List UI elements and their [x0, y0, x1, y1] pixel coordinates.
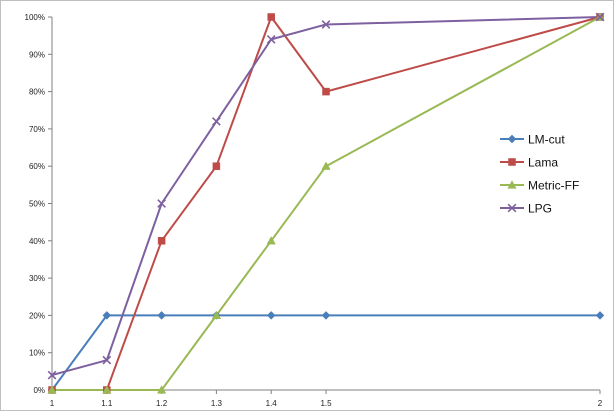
series-line-metric-ff — [52, 16, 601, 391]
legend-label: LPG — [528, 202, 552, 216]
data-point — [321, 20, 331, 29]
data-point — [266, 311, 276, 320]
y-tick-label: 50% — [29, 200, 45, 209]
legend-label: LM-cut — [528, 133, 565, 147]
series-lines — [51, 16, 601, 391]
data-point — [157, 311, 166, 320]
x-tick-label: 1.4 — [266, 399, 278, 408]
x-tick-label: 1.1 — [101, 399, 113, 408]
data-point — [47, 385, 57, 394]
legend-label: Lama — [528, 156, 558, 170]
x-tick-label: 1.3 — [211, 399, 223, 408]
y-tick-label: 30% — [29, 274, 45, 283]
y-tick-label: 70% — [29, 125, 45, 134]
data-point — [321, 311, 331, 320]
data-point — [156, 385, 167, 394]
data-point — [47, 370, 57, 380]
legend-marker — [507, 134, 517, 144]
y-tick-label: 80% — [29, 88, 45, 97]
legend-marker — [507, 180, 517, 189]
data-point — [266, 236, 276, 245]
y-tick-label: 100% — [25, 13, 45, 22]
legend-marker — [508, 158, 516, 166]
data-point — [157, 199, 166, 208]
data-point — [102, 311, 112, 320]
data-point — [595, 12, 605, 22]
y-tick-label: 0% — [33, 386, 45, 395]
x-tick-label: 1.2 — [156, 399, 168, 408]
legend-marker — [507, 203, 517, 213]
x-tick-label: 1 — [50, 399, 55, 408]
data-point — [595, 311, 605, 320]
series-line-lm-cut — [51, 314, 600, 391]
data-point — [212, 117, 221, 126]
x-tick-label: 2 — [598, 399, 603, 408]
series-line-lama — [52, 16, 601, 391]
legend: LM-cut Lama Metric-FF LPG — [500, 133, 579, 216]
data-point — [321, 161, 331, 170]
data-point — [102, 385, 112, 394]
data-point — [211, 310, 222, 320]
legend-label: Metric-FF — [528, 179, 579, 193]
data-point — [267, 13, 275, 21]
data-point — [157, 237, 166, 245]
series-markers — [47, 12, 605, 395]
y-tick-label: 90% — [29, 50, 45, 59]
y-tick-label: 20% — [29, 311, 45, 320]
series-line-lpg — [51, 16, 601, 377]
data-point — [322, 87, 330, 96]
data-point — [212, 162, 221, 170]
y-tick-label: 10% — [29, 349, 45, 358]
data-point — [102, 355, 112, 365]
x-tick-label: 1.5 — [320, 399, 332, 408]
data-point — [266, 35, 276, 44]
y-tick-label: 60% — [29, 162, 45, 171]
y-tick-label: 40% — [29, 237, 45, 246]
